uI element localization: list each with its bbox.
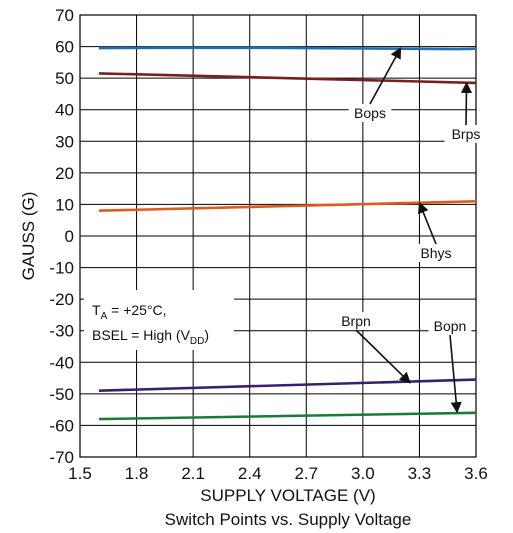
x-tick-label: 3.3 xyxy=(408,464,432,483)
y-tick-label: -50 xyxy=(49,385,74,404)
y-tick-label: -20 xyxy=(49,290,74,309)
annotations-layer: Bops Brps Bhys Brpn Bopn xyxy=(334,47,488,414)
y-tick-label: -10 xyxy=(49,259,74,278)
y-tick-label: -60 xyxy=(49,416,74,435)
plot-frame xyxy=(79,14,477,458)
y-tick-label: -40 xyxy=(49,353,74,372)
x-tick-label: 1.5 xyxy=(68,464,92,483)
annotation-arrow xyxy=(355,329,411,384)
annotation-label-brpn: Brpn xyxy=(341,313,371,329)
chart-title: Switch Points vs. Supply Voltage xyxy=(165,510,412,529)
series-line-bopn xyxy=(98,411,477,421)
condition-note-line2: BSEL = High (VDD) xyxy=(92,327,209,347)
series-line-brps xyxy=(98,72,477,85)
y-tick-label: 10 xyxy=(55,195,74,214)
annotation-box xyxy=(444,125,488,143)
annotation-arrow xyxy=(417,201,437,245)
annotation-box xyxy=(348,104,392,122)
x-tick-label: 1.8 xyxy=(125,464,149,483)
x-axis-label: SUPPLY VOLTAGE (V) xyxy=(200,486,375,505)
y-tick-label: 70 xyxy=(55,6,74,25)
x-tick-label: 2.4 xyxy=(238,464,262,483)
x-tick-labels: 1.5 1.8 2.1 2.4 2.7 3.0 3.3 3.6 xyxy=(68,464,488,483)
annotation-label-bops: Bops xyxy=(354,105,386,121)
y-axis-label: GAUSS (G) xyxy=(19,192,38,281)
y-tick-label: -70 xyxy=(49,448,74,467)
y-tick-label: 60 xyxy=(55,38,74,57)
annotation-arrow xyxy=(369,47,402,105)
series-line-brpn xyxy=(98,378,477,392)
x-tick-label: 3.6 xyxy=(464,464,488,483)
y-tick-label: 50 xyxy=(55,69,74,88)
x-tick-label: 2.7 xyxy=(294,464,318,483)
annotation-box xyxy=(414,244,458,262)
series-line-bops xyxy=(98,46,477,51)
x-tick-label: 2.1 xyxy=(181,464,205,483)
y-tick-label: 20 xyxy=(55,164,74,183)
y-tick-label: -30 xyxy=(49,322,74,341)
x-tick-label: 3.0 xyxy=(351,464,375,483)
annotation-arrow xyxy=(449,334,462,414)
series-layer xyxy=(98,46,477,421)
y-tick-label: 0 xyxy=(65,227,74,246)
y-tick-label: 40 xyxy=(55,101,74,120)
annotation-label-bopn: Bopn xyxy=(434,318,467,334)
condition-note-line1: TA = +25°C, xyxy=(92,302,167,322)
annotation-box xyxy=(334,312,378,330)
annotation-arrow xyxy=(460,81,473,126)
y-tick-labels: 70 60 50 40 30 20 10 0 -10 -20 -30 -40 -50 -60 -70 xyxy=(49,6,74,467)
series-line-bhys xyxy=(98,200,477,212)
annotation-label-bhys: Bhys xyxy=(420,245,451,261)
annotation-label-brps: Brps xyxy=(452,126,481,142)
y-tick-label: 30 xyxy=(55,132,74,151)
annotation-box xyxy=(428,317,472,335)
condition-note-box xyxy=(84,290,234,350)
